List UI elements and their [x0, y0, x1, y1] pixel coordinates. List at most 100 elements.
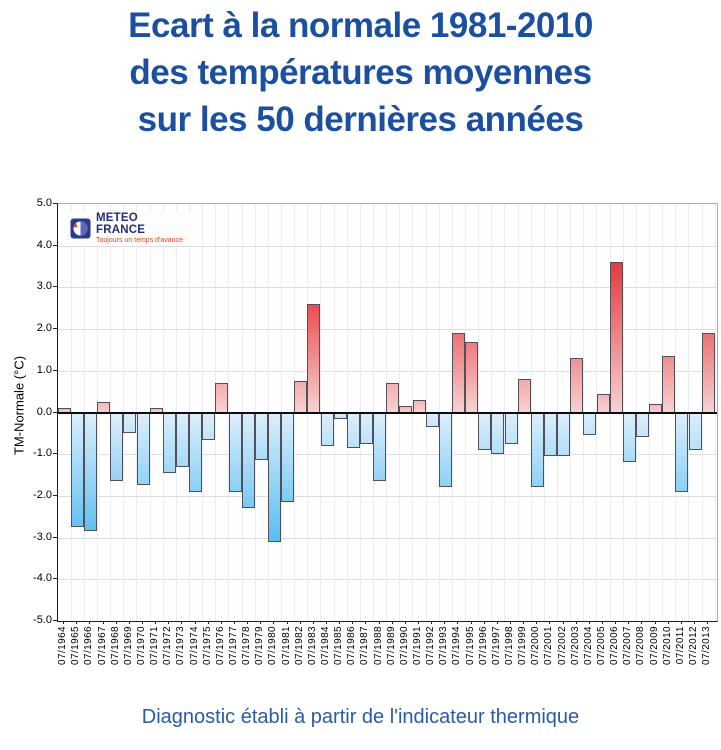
zero-line [58, 411, 717, 414]
page-title-line1: Ecart à la normale 1981-2010 [128, 6, 593, 45]
y-tick-label: 4.0 [36, 238, 52, 251]
x-tick-mark [155, 621, 157, 624]
x-tick-label: 07/1981 [280, 626, 292, 665]
x-tick-mark [142, 621, 144, 624]
x-tick-label: 07/1966 [83, 626, 95, 665]
temperature-anomaly-chart: TM-Normale (°C) 5.0 4.0 3.0 2.0 1.0 0.0 -1.0 -2… [0, 190, 721, 695]
bar-07/2005 [596, 393, 610, 415]
x-tick-mark [523, 621, 525, 624]
x-tick-mark [128, 621, 130, 624]
x-tick-mark [483, 621, 485, 624]
x-tick-mark [102, 621, 104, 624]
bar-07/2008 [635, 412, 649, 438]
page-title-line2: des températures moyennes [129, 53, 592, 92]
x-tick-mark [602, 621, 604, 624]
x-tick-mark [418, 621, 420, 624]
bar-07/2011 [675, 412, 689, 492]
bar-07/2012 [688, 412, 702, 450]
x-tick-mark [575, 621, 577, 624]
bar-07/1987 [359, 412, 373, 444]
bar-07/1967 [97, 402, 111, 415]
x-tick-mark [247, 621, 249, 624]
bar-07/1999 [517, 379, 531, 415]
x-tick-mark [588, 621, 590, 624]
bar-07/1998 [504, 412, 518, 444]
x-tick-mark [549, 621, 551, 624]
x-tick-mark [641, 621, 643, 624]
x-tick-label: 07/1967 [96, 626, 108, 665]
x-tick-label: 07/2007 [622, 626, 634, 665]
bar-07/1996 [478, 412, 492, 450]
x-tick-label: 07/1988 [372, 626, 384, 665]
x-tick-mark [654, 621, 656, 624]
x-tick-mark [260, 621, 262, 624]
bar-07/1974 [189, 412, 203, 492]
x-tick-mark [404, 621, 406, 624]
y-tick-label: -2.0 [33, 488, 52, 501]
y-tick-label: 5.0 [36, 197, 52, 209]
bar-07/1964 [57, 408, 71, 415]
bar-07/1991 [412, 399, 426, 415]
bar-07/1969 [123, 412, 137, 434]
x-tick-label: 07/2011 [674, 626, 686, 665]
logo-name: METEO FRANCE [96, 212, 146, 236]
x-tick-label: 07/1975 [201, 626, 213, 665]
x-tick-label: 07/2003 [569, 626, 581, 665]
x-tick-mark [286, 621, 288, 624]
x-tick-mark [76, 621, 78, 624]
y-tick-label: 3.0 [36, 280, 52, 293]
x-tick-mark [273, 621, 275, 624]
x-tick-label: 07/1997 [490, 626, 502, 665]
x-tick-label: 07/1999 [517, 626, 529, 665]
x-tick-mark [299, 621, 301, 624]
x-tick-label: 07/1984 [320, 626, 332, 665]
y-tick-mark [53, 411, 57, 413]
bar-07/1997 [491, 412, 505, 455]
y-tick-label: 2.0 [36, 322, 52, 335]
x-tick-label: 07/1993 [438, 626, 450, 665]
y-tick-label: -5.0 [33, 614, 52, 626]
x-tick-label: 07/1987 [359, 626, 371, 665]
x-tick-label: 07/1991 [412, 626, 424, 665]
bar-07/1989 [386, 383, 400, 415]
y-tick-mark [53, 536, 57, 538]
y-tick-mark [53, 620, 57, 621]
x-tick-label: 07/1994 [451, 626, 463, 665]
x-tick-mark [510, 621, 512, 624]
x-tick-mark [63, 621, 65, 624]
bar-07/1992 [425, 412, 439, 427]
x-tick-label: 07/1970 [136, 626, 148, 665]
y-tick-mark [53, 494, 57, 496]
x-tick-label: 07/1983 [306, 626, 318, 665]
x-tick-mark [326, 621, 328, 624]
x-tick-mark [667, 621, 669, 624]
page-title: Ecart à la normale 1981-2010 des tempéra… [0, 2, 721, 143]
bar-07/1968 [110, 412, 124, 482]
h-gridline [58, 579, 717, 581]
x-tick-label: 07/1974 [188, 626, 200, 665]
x-tick-mark [680, 621, 682, 624]
bar-07/1993 [438, 412, 452, 488]
x-tick-mark [431, 621, 433, 624]
x-tick-label: 07/1965 [70, 626, 82, 665]
x-tick-label: 07/1964 [57, 626, 69, 665]
h-gridline [58, 537, 717, 539]
x-tick-mark [470, 621, 472, 624]
x-tick-label: 07/1985 [333, 626, 345, 665]
x-tick-mark [181, 621, 183, 624]
bar-07/1986 [346, 412, 360, 448]
meteo-france-globe-icon [70, 218, 91, 239]
x-tick-label: 07/2002 [556, 626, 568, 665]
x-tick-mark [89, 621, 91, 624]
x-tick-label: 07/1973 [175, 626, 187, 665]
x-tick-label: 07/1982 [293, 626, 305, 665]
x-tick-label: 07/1969 [122, 626, 134, 665]
bar-07/2010 [662, 356, 676, 415]
x-tick-mark [194, 621, 196, 624]
h-gridline [58, 329, 717, 331]
x-tick-label: 07/2010 [661, 626, 673, 665]
x-tick-mark [536, 621, 538, 624]
bar-07/2007 [622, 412, 636, 463]
x-tick-label: 07/2009 [648, 626, 660, 665]
bar-07/2002 [557, 412, 571, 457]
